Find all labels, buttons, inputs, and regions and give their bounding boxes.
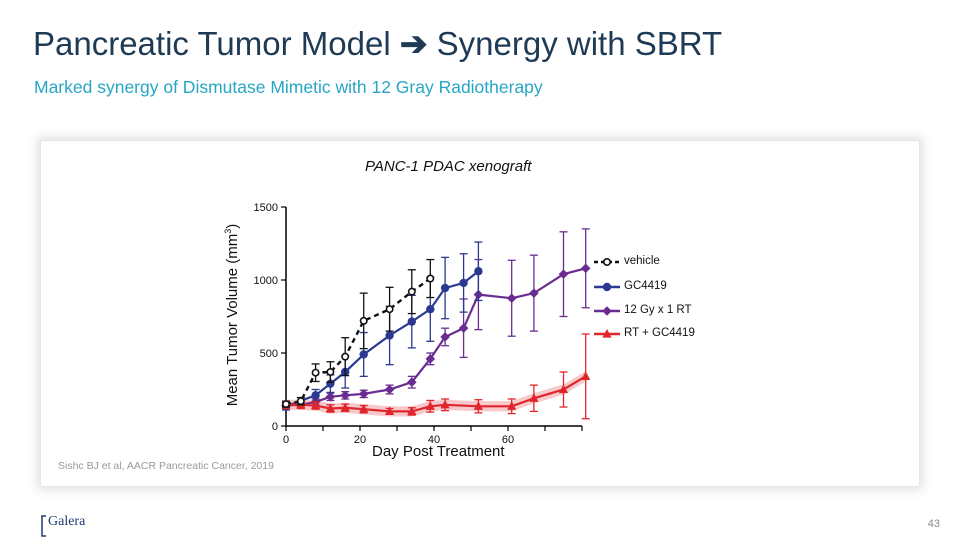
data-point <box>580 263 591 274</box>
slide-subtitle: Marked synergy of Dismutase Mimetic with… <box>34 77 543 97</box>
citation: Sishc BJ et al, AACR Pancreatic Cancer, … <box>58 460 274 472</box>
legend-item-rt-gc4419: RT + GC4419 <box>592 324 732 344</box>
data-point <box>340 402 350 412</box>
data-point <box>407 287 416 296</box>
data-point <box>341 352 350 361</box>
chart-panel <box>40 140 920 487</box>
legend-marker-icon <box>594 329 620 338</box>
data-point <box>426 274 435 283</box>
x-tick-label: 60 <box>502 434 514 446</box>
data-point <box>581 371 591 380</box>
legend-symbol <box>602 282 612 292</box>
data-point <box>340 390 350 401</box>
data-point <box>473 401 483 410</box>
x-axis-label: Day Post Treatment <box>372 443 505 460</box>
arrow-icon: ➔ <box>399 25 428 62</box>
galera-logo-icon <box>41 515 46 537</box>
y-tick-label: 1000 <box>254 275 278 287</box>
data-point <box>281 400 290 409</box>
data-point <box>506 293 517 304</box>
data-point <box>458 323 469 333</box>
x-tick-label: 40 <box>428 434 440 446</box>
y-tick-label: 500 <box>260 348 278 360</box>
legend-label: 12 Gy x 1 RT <box>624 304 692 316</box>
data-point <box>311 391 320 400</box>
data-point <box>359 350 368 359</box>
data-point <box>384 384 395 395</box>
galera-logo: Galera <box>48 514 86 529</box>
legend-marker-icon <box>594 258 620 267</box>
y-tick-label: 0 <box>272 421 278 433</box>
data-point <box>407 377 417 387</box>
data-point <box>426 305 435 314</box>
legend-label: RT + GC4419 <box>624 327 695 339</box>
data-point <box>425 354 436 364</box>
legend-symbol <box>602 306 612 316</box>
legend-item-vehicle: vehicle <box>592 252 732 272</box>
series-rt-gc4419 <box>281 333 591 420</box>
data-point <box>385 331 394 340</box>
data-point <box>296 397 305 406</box>
data-point <box>325 403 335 413</box>
chart-title: PANC-1 PDAC xenograft <box>365 158 532 175</box>
data-point <box>558 269 569 279</box>
legend-symbol <box>603 258 612 267</box>
legend-item-gc4419: GC4419 <box>592 277 732 297</box>
slide-title: Pancreatic Tumor Model ➔ Synergy with SB… <box>33 24 722 63</box>
data-point <box>440 332 450 342</box>
data-point <box>440 283 450 293</box>
legend-label: vehicle <box>624 255 660 267</box>
data-point <box>325 392 336 402</box>
title-end: Synergy with SBRT <box>436 25 723 62</box>
series-line <box>285 267 586 407</box>
data-point <box>529 288 539 298</box>
x-tick-label: 0 <box>283 434 289 446</box>
series-line <box>285 277 431 406</box>
data-point <box>326 367 335 376</box>
legend-marker-icon <box>594 306 620 316</box>
data-point <box>425 401 435 410</box>
series-line <box>285 270 480 408</box>
legend-marker-icon <box>594 282 620 292</box>
data-point <box>385 305 394 314</box>
legend-symbol <box>602 329 612 338</box>
x-tick-label: 20 <box>354 434 366 446</box>
data-point <box>359 316 368 325</box>
data-point <box>529 393 539 402</box>
series-gc4419 <box>281 241 483 411</box>
title-main: Pancreatic Tumor Model <box>33 25 391 62</box>
data-point <box>459 278 468 288</box>
data-point <box>359 404 369 413</box>
series-vehicle <box>281 258 435 409</box>
legend-label: GC4419 <box>624 280 667 292</box>
data-point <box>507 401 517 410</box>
data-point <box>385 406 395 415</box>
data-point <box>311 368 320 377</box>
data-point <box>358 389 369 399</box>
data-point <box>558 384 569 394</box>
page-number: 43 <box>927 518 940 530</box>
data-point <box>474 267 483 276</box>
data-point <box>440 399 450 409</box>
data-point <box>407 317 416 326</box>
y-tick-label: 1500 <box>254 202 278 214</box>
legend-item-12-gy-x-1-rt: 12 Gy x 1 RT <box>592 301 732 321</box>
data-point <box>407 406 417 415</box>
data-point <box>311 400 321 410</box>
